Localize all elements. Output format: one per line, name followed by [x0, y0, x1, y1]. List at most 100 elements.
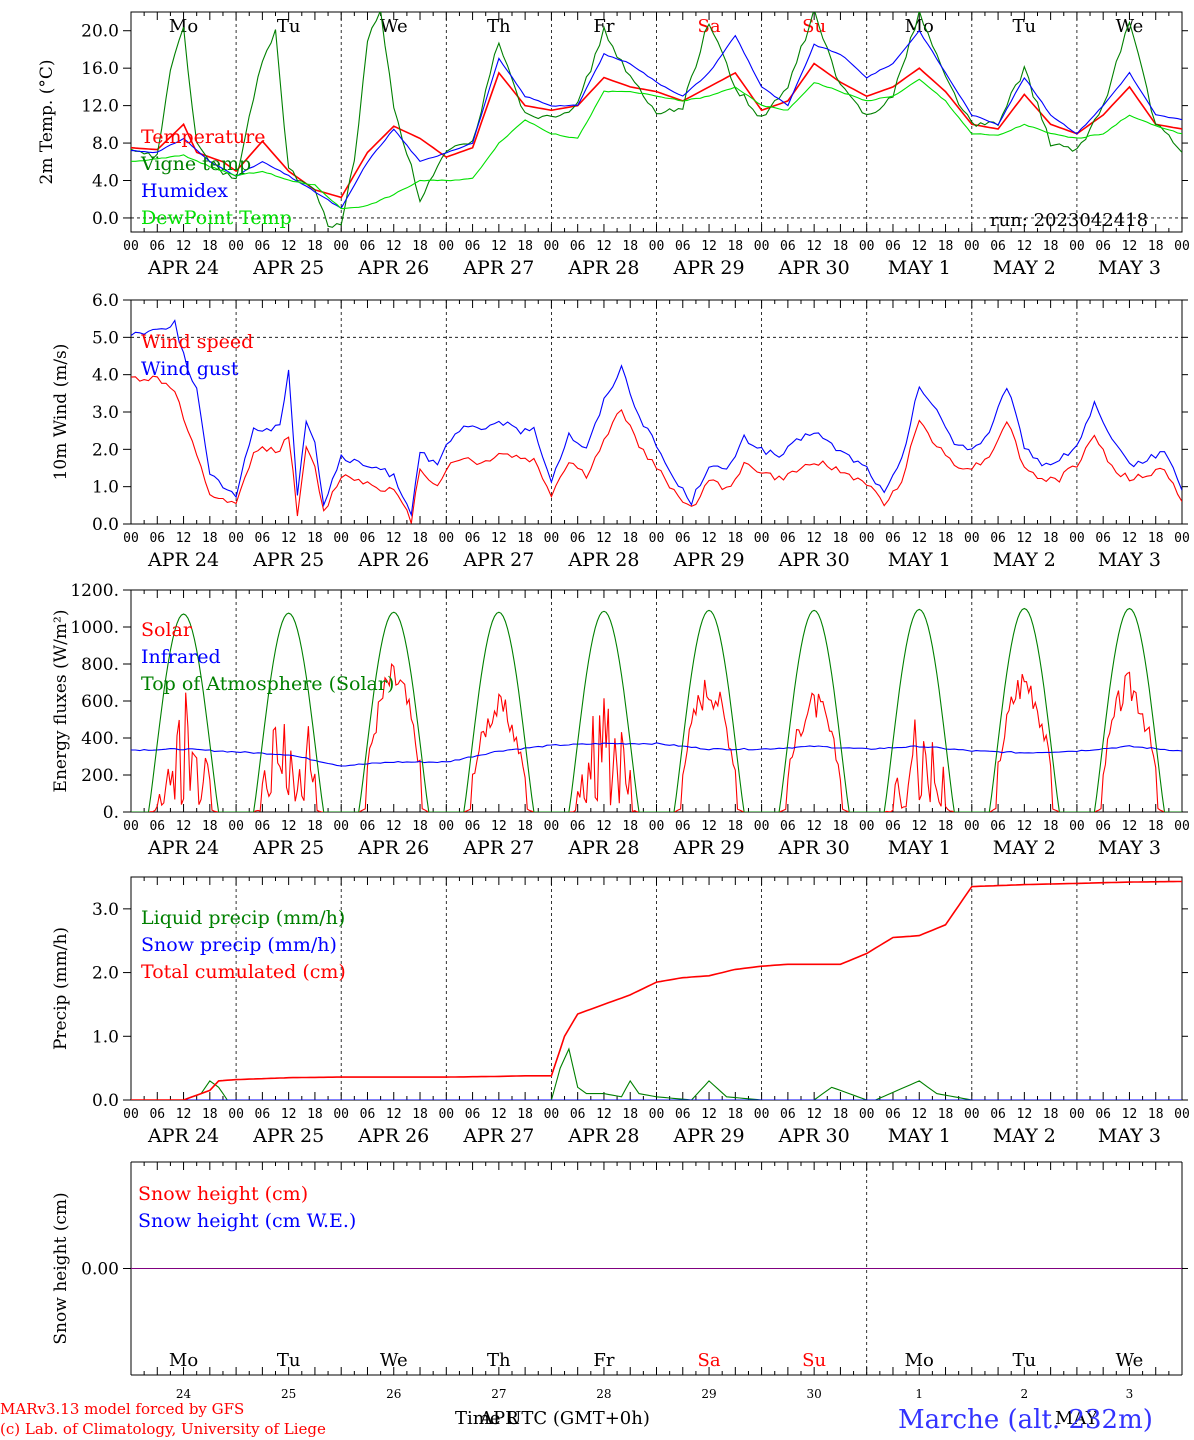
legend-entry: Snow precip (mm/h)	[141, 934, 337, 956]
date-label: MAY 1	[888, 549, 951, 571]
hour-label: 18	[1148, 531, 1164, 546]
y-tick-label: 8.0	[92, 134, 119, 154]
date-label: APR 26	[357, 549, 429, 571]
hour-label: 18	[938, 531, 954, 546]
date-label: APR 29	[673, 1125, 745, 1147]
legend-entry: Infrared	[141, 646, 221, 668]
hour-label: 12	[701, 531, 717, 546]
hour-label: 18	[412, 1107, 428, 1122]
day-label: Mo	[905, 1350, 934, 1371]
hour-label: 00	[123, 819, 139, 834]
series-line-temperature	[131, 62, 1182, 199]
hour-label: 18	[833, 1107, 849, 1122]
hour-label: 18	[307, 531, 323, 546]
hour-label: 06	[780, 1107, 796, 1122]
hour-label: 00	[333, 819, 349, 834]
panel-3: 0. 200. 400. 600. 800. 1000. 1200. Energy fluxe…	[51, 581, 1190, 859]
y-tick-label: 1.0	[92, 1027, 119, 1047]
hour-label: 06	[465, 239, 481, 254]
hour-label: 18	[412, 239, 428, 254]
hour-label: 06	[570, 531, 586, 546]
hour-label: 18	[1148, 239, 1164, 254]
hour-label: 18	[202, 531, 218, 546]
station-title: Marche (alt. 232m)	[898, 1405, 1153, 1435]
y-tick-label: 2.0	[92, 964, 119, 984]
hour-label: 12	[491, 819, 507, 834]
hour-label: 12	[806, 531, 822, 546]
hour-label: 00	[1174, 819, 1190, 834]
legend-entry: Top of Atmosphere (Solar)	[141, 673, 394, 695]
hour-label: 00	[438, 239, 454, 254]
day-label: Su	[802, 16, 826, 37]
series-line-liquid-precip-mm-h-	[131, 1047, 1182, 1100]
hour-label: 00	[544, 819, 560, 834]
day-number: 3	[1126, 1387, 1134, 1401]
series-line-wind-gust	[131, 319, 1182, 518]
hour-label: 06	[885, 1107, 901, 1122]
y-tick-label: 1200.	[70, 581, 119, 601]
hour-label: 12	[491, 1107, 507, 1122]
hour-label: 12	[806, 239, 822, 254]
y-tick-label: 2.0	[92, 440, 119, 460]
series-line-top-of-atmosphere-solar-	[131, 607, 1182, 812]
legend-entry: Wind speed	[141, 331, 253, 353]
series-line-infrared	[131, 742, 1182, 767]
hour-label: 00	[754, 1107, 770, 1122]
xaxis-title: Time UTC (GMT+0h)	[455, 1408, 650, 1429]
day-label: We	[380, 1350, 408, 1371]
hour-label: 12	[911, 531, 927, 546]
hour-label: 12	[176, 1107, 192, 1122]
hour-label: 18	[202, 819, 218, 834]
hour-label: 00	[964, 239, 980, 254]
hour-label: 06	[990, 1107, 1006, 1122]
hour-label: 12	[1017, 1107, 1033, 1122]
legend-entry: DewPoint Temp	[141, 207, 292, 229]
hour-label: 00	[964, 819, 980, 834]
plot-frame	[130, 299, 1183, 525]
hour-label: 12	[386, 1107, 402, 1122]
day-number: 27	[491, 1387, 506, 1401]
hour-label: 06	[255, 819, 271, 834]
date-label: MAY 2	[993, 1125, 1056, 1147]
date-label: MAY 2	[993, 257, 1056, 279]
hour-label: 18	[517, 239, 533, 254]
hour-label: 06	[780, 819, 796, 834]
y-tick-label: 3.0	[92, 403, 119, 423]
hour-label: 12	[806, 1107, 822, 1122]
series-line-total-cumulated-cm-	[131, 880, 1182, 1100]
y-tick-label: 12.0	[81, 97, 119, 117]
legend-entry: Temperature	[141, 126, 265, 148]
day-number: 30	[807, 1387, 822, 1401]
hour-label: 18	[1148, 1107, 1164, 1122]
panel-4: 0.0 1.0 2.0 3.0 Precip (mm/h) 00 06 12 18 APR 24 0…	[51, 876, 1190, 1147]
legend-entry: Vigne temp	[140, 153, 251, 175]
y-tick-label: 16.0	[81, 59, 119, 79]
hour-label: 12	[176, 819, 192, 834]
hour-label: 00	[754, 819, 770, 834]
hour-label: 18	[727, 1107, 743, 1122]
series-group	[131, 12, 1182, 228]
hour-label: 06	[149, 531, 165, 546]
hour-label: 00	[438, 531, 454, 546]
day-label: Tu	[277, 1350, 301, 1371]
day-number: 1	[915, 1387, 923, 1401]
date-label: APR 27	[462, 837, 534, 859]
y-tick-label: 3.0	[92, 900, 119, 920]
hour-label: 06	[1095, 239, 1111, 254]
hour-label: 12	[281, 819, 297, 834]
hour-label: 18	[938, 819, 954, 834]
day-number: 25	[281, 1387, 296, 1401]
y-axis-title: 2m Temp. (°C)	[37, 59, 57, 184]
date-label: MAY 2	[993, 549, 1056, 571]
hour-label: 06	[255, 531, 271, 546]
legend-entry: Snow height (cm)	[138, 1183, 308, 1205]
hour-label: 12	[1122, 1107, 1138, 1122]
hour-label: 06	[1095, 531, 1111, 546]
hour-label: 12	[596, 531, 612, 546]
hour-label: 06	[255, 239, 271, 254]
date-label: APR 25	[252, 549, 324, 571]
hour-label: 00	[228, 239, 244, 254]
hour-label: 00	[754, 239, 770, 254]
date-label: APR 27	[462, 549, 534, 571]
hour-label: 12	[806, 819, 822, 834]
